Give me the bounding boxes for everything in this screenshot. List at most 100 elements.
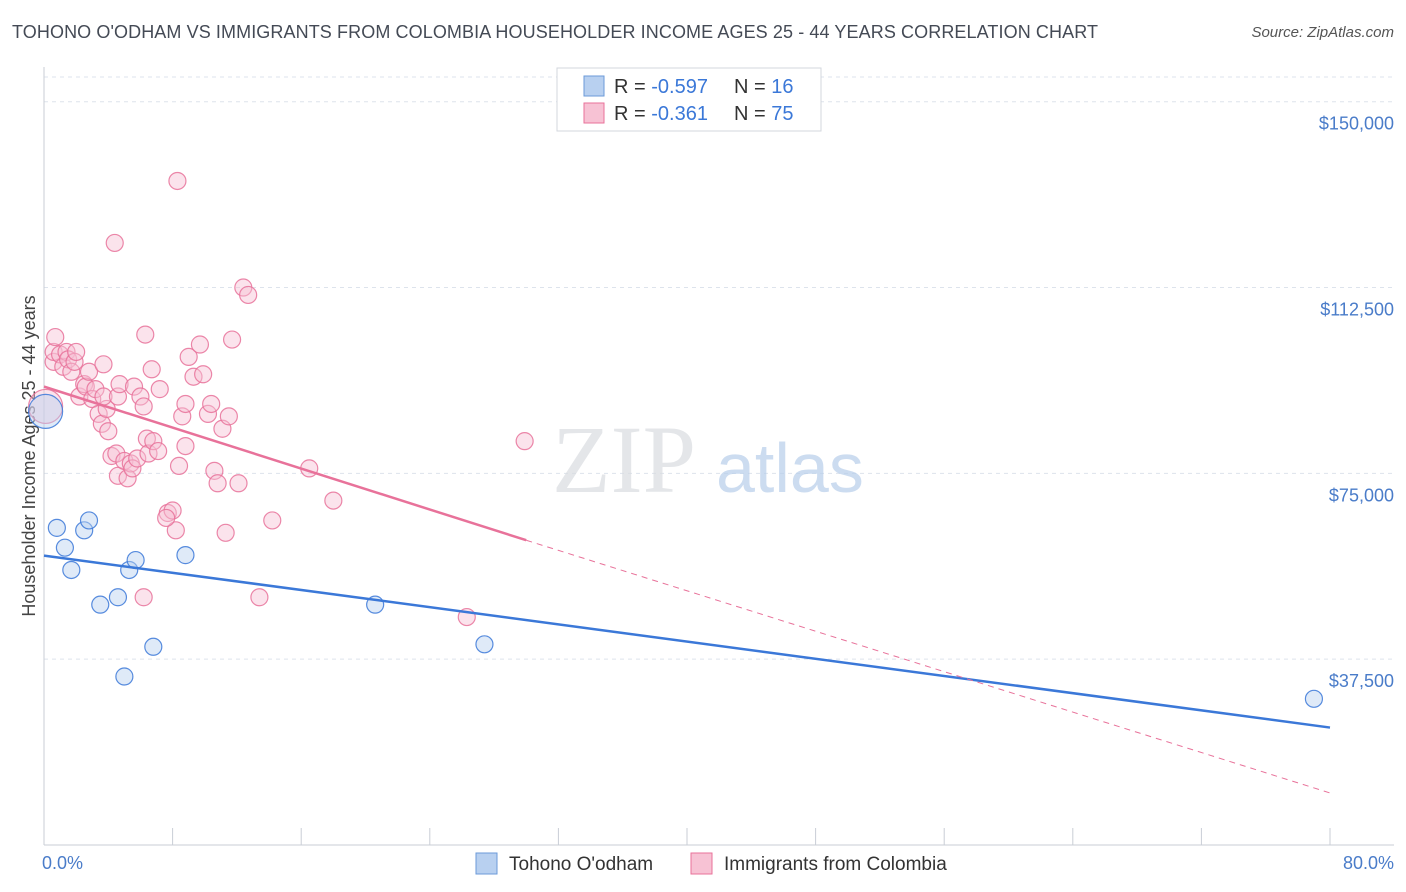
x-tick-label-min: 0.0%: [42, 853, 83, 873]
tohono-point: [108, 588, 128, 607]
colombia-point: [134, 588, 153, 607]
tohono-point: [115, 667, 134, 686]
tohono-point: [79, 511, 99, 530]
colombia-point: [179, 347, 198, 366]
grid-lines: [44, 76, 1394, 660]
source-credit: Source: ZipAtlas.com: [1251, 24, 1394, 41]
colombia-point: [229, 474, 248, 493]
colombia-point: [118, 469, 137, 488]
trend-line-colombia: [43, 385, 527, 542]
x-axis-tick-labels: 0.0% 80.0%: [42, 853, 1394, 873]
legend-swatch-tohono: [583, 75, 605, 97]
legend-r-label: R =: [614, 76, 651, 98]
colombia-point: [99, 422, 118, 441]
colombia-point: [198, 404, 218, 423]
bottom-legend-swatch-colombia: [690, 852, 713, 875]
colombia-point: [202, 394, 221, 414]
legend-r-label: R =: [614, 103, 651, 125]
tohono-point: [1304, 689, 1324, 708]
trend-lines: [43, 385, 1331, 794]
trend-line-tohono: [43, 554, 1331, 729]
colombia-point: [44, 352, 63, 371]
colombia-point: [168, 171, 187, 191]
colombia-point: [194, 365, 213, 384]
colombia-point: [250, 588, 269, 607]
colombia-point: [169, 456, 189, 476]
colombia-point: [136, 325, 155, 344]
legend-swatch-colombia: [583, 102, 605, 124]
colombia-point: [144, 432, 163, 451]
colombia-point: [128, 449, 147, 468]
colombia-point: [208, 474, 227, 493]
bottom-legend-label-tohono: Tohono O'odham: [509, 854, 653, 875]
y-axis-tick-labels: $37,500 $75,000 $112,500 $150,000: [1319, 114, 1394, 691]
tohono-point: [55, 538, 74, 557]
colombia-point: [163, 501, 182, 520]
svg-text:R = -0.361: R = -0.361: [614, 103, 708, 125]
colombia-point: [515, 432, 534, 451]
colombia-point: [124, 377, 144, 396]
tohono-point: [475, 635, 494, 654]
series-colombia-points: [28, 171, 534, 627]
colombia-point: [28, 388, 64, 425]
tohono-point: [47, 518, 66, 537]
colombia-point: [142, 360, 161, 379]
colombia-point: [134, 397, 153, 416]
colombia-point: [105, 233, 124, 253]
tohono-point: [176, 546, 195, 565]
bottom-legend-label-colombia: Immigrants from Colombia: [724, 854, 947, 875]
colombia-point: [190, 335, 210, 354]
trend-line-colombia-extension: [526, 539, 1331, 794]
tohono-point: [144, 637, 163, 656]
colombia-point: [150, 380, 169, 399]
watermark-zip: ZIP: [552, 406, 696, 513]
y-axis-label: Householder Income Ages 25 - 44 years: [19, 295, 39, 616]
tohono-point: [91, 595, 110, 614]
y-tick-label: $75,000: [1329, 485, 1394, 505]
y-tick-label: $150,000: [1319, 114, 1394, 134]
colombia-point: [46, 327, 65, 347]
colombia-point: [79, 362, 99, 381]
colombia-point: [239, 285, 258, 305]
legend-n-value-tohono: 16: [771, 76, 793, 98]
colombia-point: [222, 330, 242, 349]
legend-box: R = -0.597 N = 16 R = -0.361 N = 75: [556, 67, 822, 132]
colombia-point: [149, 441, 168, 461]
legend-n-label: N =: [734, 103, 771, 125]
tohono-point: [62, 560, 81, 580]
colombia-point: [94, 355, 113, 374]
bottom-legend-swatch-tohono: [475, 852, 498, 875]
colombia-point: [67, 342, 86, 362]
legend-r-value-tohono: -0.597: [651, 76, 708, 98]
colombia-point: [131, 387, 150, 406]
colombia-point: [157, 508, 176, 528]
tohono-point: [28, 393, 64, 430]
legend-n-value-colombia: 75: [771, 103, 793, 125]
svg-text:N = 16: N = 16: [734, 76, 794, 98]
watermark: ZIP atlas: [552, 406, 864, 513]
legend-r-value-colombia: -0.361: [651, 103, 708, 125]
watermark-atlas: atlas: [716, 429, 864, 507]
axes: [43, 67, 1394, 846]
colombia-point: [216, 523, 235, 542]
colombia-point: [219, 407, 238, 426]
x-axis-ticks: [43, 828, 1331, 845]
legend-n-label: N =: [734, 76, 771, 98]
y-tick-label: $112,500: [1320, 300, 1394, 320]
colombia-point: [166, 521, 185, 540]
colombia-point: [263, 511, 282, 530]
colombia-point: [176, 394, 195, 414]
svg-text:N = 75: N = 75: [734, 103, 794, 125]
chart-title: TOHONO O'ODHAM VS IMMIGRANTS FROM COLOMB…: [12, 22, 1099, 42]
x-tick-label-max: 80.0%: [1343, 853, 1394, 873]
tohono-point: [75, 521, 94, 540]
bottom-legend: Tohono O'odham Immigrants from Colombia: [475, 852, 947, 875]
colombia-point: [123, 459, 142, 478]
svg-text:R = -0.597: R = -0.597: [614, 76, 708, 98]
colombia-point: [62, 362, 81, 381]
colombia-point: [176, 436, 195, 456]
colombia-point: [324, 491, 343, 510]
colombia-point: [110, 375, 129, 394]
y-tick-label: $37,500: [1329, 671, 1394, 691]
